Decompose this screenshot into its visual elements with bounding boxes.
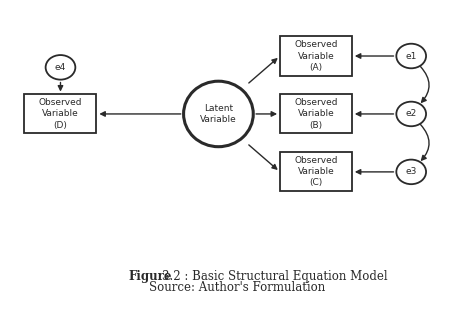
- Text: Observed
Variable
(C): Observed Variable (C): [294, 156, 337, 188]
- Text: Observed
Variable
(B): Observed Variable (B): [294, 98, 337, 130]
- Ellipse shape: [396, 160, 426, 184]
- Text: Observed
Variable
(A): Observed Variable (A): [294, 40, 337, 72]
- Text: 3.2 : Basic Structural Equation Model: 3.2 : Basic Structural Equation Model: [162, 270, 388, 283]
- Text: Observed
Variable
(D): Observed Variable (D): [39, 98, 82, 130]
- Text: e3: e3: [406, 167, 417, 176]
- Text: e1: e1: [406, 52, 417, 61]
- Ellipse shape: [396, 102, 426, 126]
- Ellipse shape: [46, 55, 75, 80]
- Ellipse shape: [183, 81, 253, 147]
- Bar: [280, 95, 352, 133]
- Ellipse shape: [396, 44, 426, 68]
- Bar: [280, 36, 352, 76]
- Text: e4: e4: [55, 63, 66, 72]
- Text: e2: e2: [406, 109, 417, 118]
- Bar: [280, 152, 352, 191]
- Text: Latent
Variable: Latent Variable: [200, 104, 237, 124]
- Text: Source: Author's Formulation: Source: Author's Formulation: [149, 281, 325, 294]
- Text: Figure: Figure: [128, 270, 172, 283]
- Bar: [25, 95, 97, 133]
